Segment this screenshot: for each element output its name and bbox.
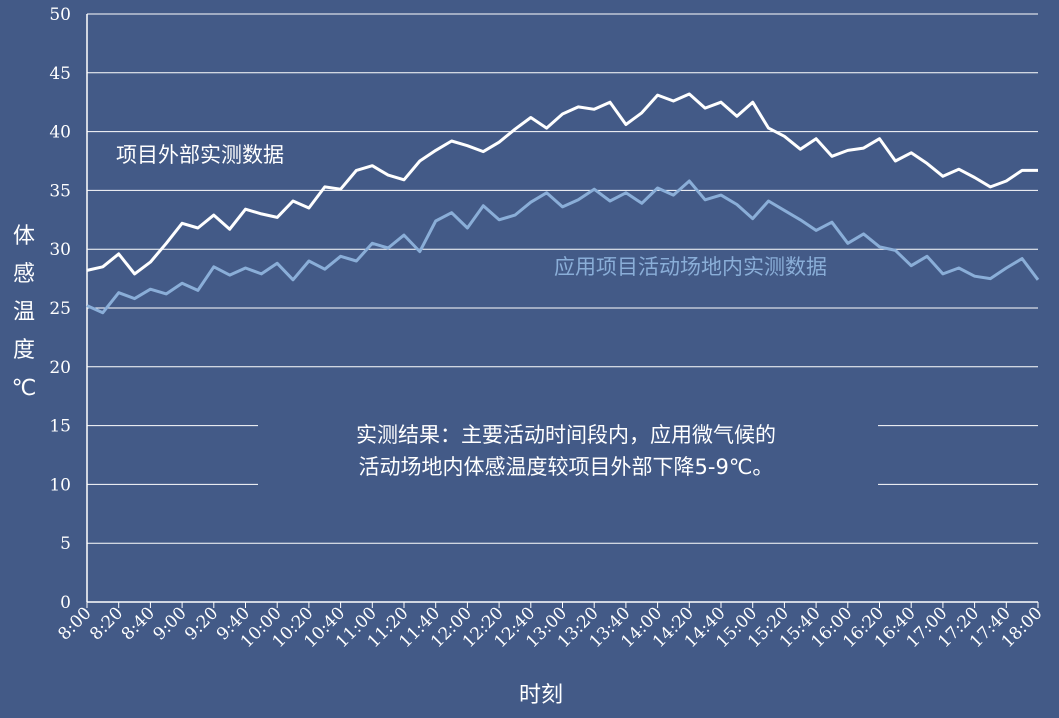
- series-line: [86, 179, 1040, 315]
- y-tick-label: 30: [49, 240, 71, 260]
- y-axis-label-char: 度: [13, 338, 35, 363]
- series-line: [86, 92, 1038, 276]
- y-axis-label-char: 感: [13, 262, 35, 287]
- y-tick-label: 25: [49, 299, 71, 319]
- annotation-line-1: 实测结果：主要活动时间段内，应用微气候的: [356, 423, 776, 447]
- legend-label-inside: 应用项目活动场地内实测数据: [554, 255, 827, 279]
- y-axis-label-char: 体: [13, 224, 35, 249]
- x-tick-label: 8:40: [118, 603, 159, 644]
- legend-label-outside: 项目外部实测数据: [116, 143, 284, 167]
- y-tick-label: 10: [49, 475, 71, 495]
- y-tick-labels: 0 5 10 15 20 25 30 35 40 45 50: [49, 5, 71, 613]
- y-tick-label: 40: [49, 123, 71, 143]
- y-tick-label: 5: [60, 534, 71, 554]
- y-axis-label: 体 感 温 度 ℃: [12, 224, 37, 401]
- y-tick-label: 20: [49, 358, 71, 378]
- grid-lines: [86, 13, 1039, 608]
- x-tick-label: 9:00: [149, 603, 190, 644]
- series-lines: [86, 92, 1040, 315]
- x-tick-label: 8:20: [86, 603, 127, 644]
- x-tick-label: 9:20: [181, 603, 222, 644]
- y-tick-label: 35: [49, 181, 71, 201]
- y-tick-label: 50: [49, 5, 71, 25]
- x-axis-label: 时刻: [519, 683, 563, 708]
- annotation-background: [258, 410, 878, 500]
- y-axis-label-char: ℃: [12, 376, 37, 401]
- x-tick-labels: 8:008:208:409:009:209:4010:0010:2010:401…: [54, 603, 1046, 652]
- y-tick-label: 15: [49, 417, 71, 437]
- y-tick-label: 0: [60, 593, 71, 613]
- y-axis-label-char: 温: [13, 300, 35, 325]
- y-tick-label: 45: [49, 64, 71, 84]
- annotation-line-2: 活动场地内体感温度较项目外部下降5-9℃。: [359, 455, 774, 479]
